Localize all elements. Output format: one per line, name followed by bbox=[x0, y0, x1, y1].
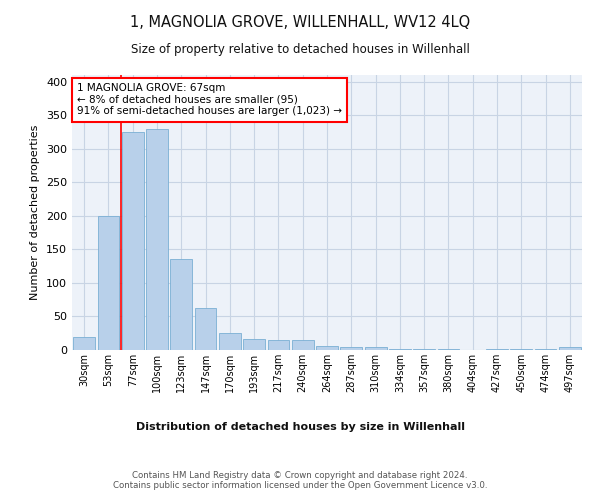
Y-axis label: Number of detached properties: Number of detached properties bbox=[31, 125, 40, 300]
Bar bbox=[340, 348, 362, 350]
Text: Size of property relative to detached houses in Willenhall: Size of property relative to detached ho… bbox=[131, 42, 469, 56]
Bar bbox=[316, 346, 338, 350]
Bar bbox=[170, 260, 192, 350]
Text: Distribution of detached houses by size in Willenhall: Distribution of detached houses by size … bbox=[136, 422, 464, 432]
Bar bbox=[292, 340, 314, 350]
Bar bbox=[268, 340, 289, 350]
Bar bbox=[486, 348, 508, 350]
Bar bbox=[243, 338, 265, 350]
Bar bbox=[122, 132, 143, 350]
Bar bbox=[97, 216, 119, 350]
Bar bbox=[219, 333, 241, 350]
Bar bbox=[146, 128, 168, 350]
Bar bbox=[365, 348, 386, 350]
Bar bbox=[559, 348, 581, 350]
Bar bbox=[194, 308, 217, 350]
Text: 1 MAGNOLIA GROVE: 67sqm
← 8% of detached houses are smaller (95)
91% of semi-det: 1 MAGNOLIA GROVE: 67sqm ← 8% of detached… bbox=[77, 83, 342, 116]
Bar bbox=[73, 336, 95, 350]
Text: Contains HM Land Registry data © Crown copyright and database right 2024.
Contai: Contains HM Land Registry data © Crown c… bbox=[113, 470, 487, 490]
Text: 1, MAGNOLIA GROVE, WILLENHALL, WV12 4LQ: 1, MAGNOLIA GROVE, WILLENHALL, WV12 4LQ bbox=[130, 15, 470, 30]
